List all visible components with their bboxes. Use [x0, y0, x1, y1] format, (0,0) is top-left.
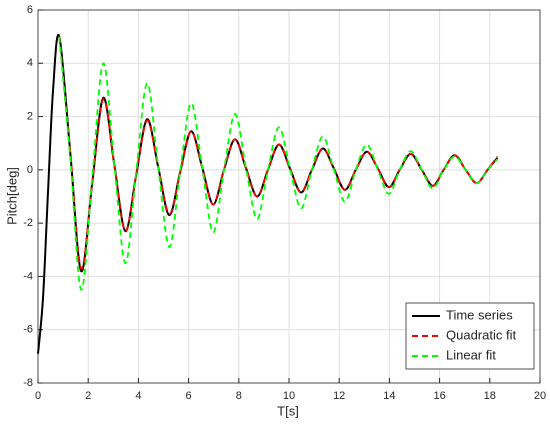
y-tick-label: 2	[27, 110, 33, 122]
x-tick-label: 8	[236, 390, 242, 402]
y-tick-label: -6	[23, 324, 33, 336]
x-tick-label: 0	[35, 390, 41, 402]
y-tick-label: -8	[23, 377, 33, 389]
x-tick-label: 14	[383, 390, 395, 402]
y-axis-label: Pitch[deg]	[4, 167, 19, 225]
y-tick-label: 0	[27, 164, 33, 176]
x-tick-label: 4	[135, 390, 141, 402]
data-line	[58, 36, 498, 291]
x-tick-label: 6	[186, 390, 192, 402]
x-tick-label: 18	[484, 390, 496, 402]
x-tick-label: 16	[433, 390, 445, 402]
x-tick-label: 12	[333, 390, 345, 402]
y-tick-label: 4	[27, 57, 33, 69]
y-tick-label: 6	[27, 4, 33, 16]
x-tick-label: 2	[85, 390, 91, 402]
y-tick-label: -4	[23, 270, 33, 282]
x-tick-label: 20	[534, 390, 546, 402]
legend-label: Time series	[446, 307, 513, 322]
x-axis-label: T[s]	[277, 403, 299, 418]
data-line	[58, 36, 499, 270]
x-tick-label: 10	[283, 390, 295, 402]
y-tick-label: -2	[23, 217, 33, 229]
legend-label: Quadratic fit	[446, 327, 516, 342]
plot-frame	[37, 9, 541, 384]
legend-label: Linear fit	[446, 347, 496, 362]
